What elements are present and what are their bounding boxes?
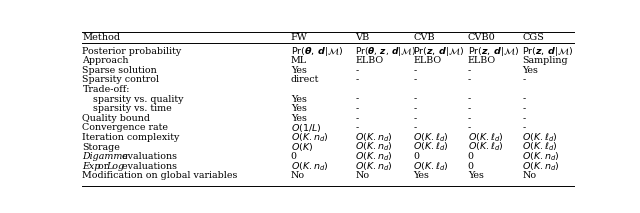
Text: $O(K.n_d)$: $O(K.n_d)$: [522, 150, 560, 163]
Text: 0: 0: [468, 162, 474, 171]
Text: Yes: Yes: [291, 66, 307, 75]
Text: $\mathrm{Pr}(\boldsymbol{\theta},\,\boldsymbol{z},\,\boldsymbol{d}|\mathcal{M})$: $\mathrm{Pr}(\boldsymbol{\theta},\,\bold…: [355, 45, 416, 58]
Text: $O(K.\ell_d)$: $O(K.\ell_d)$: [522, 131, 558, 144]
Text: -: -: [522, 75, 525, 84]
Text: $O(K.n_d)$: $O(K.n_d)$: [291, 131, 328, 144]
Text: Yes: Yes: [291, 95, 307, 104]
Text: -: -: [522, 114, 525, 123]
Text: Quality bound: Quality bound: [83, 114, 150, 123]
Text: $O(K.n_d)$: $O(K.n_d)$: [522, 160, 560, 173]
Text: CVB0: CVB0: [468, 33, 495, 42]
Text: $\mathrm{Pr}(\boldsymbol{\theta},\,\boldsymbol{d}|\mathcal{M})$: $\mathrm{Pr}(\boldsymbol{\theta},\,\bold…: [291, 45, 343, 58]
Text: Modification on global variables: Modification on global variables: [83, 171, 238, 180]
Text: $O(1/L)$: $O(1/L)$: [291, 122, 321, 134]
Text: No: No: [355, 171, 369, 180]
Text: -: -: [355, 95, 358, 104]
Text: -: -: [355, 114, 358, 123]
Text: $O(K.\ell_d)$: $O(K.\ell_d)$: [468, 141, 504, 153]
Text: -: -: [468, 123, 471, 132]
Text: Yes: Yes: [291, 104, 307, 113]
Text: CVB: CVB: [413, 33, 435, 42]
Text: ELBO: ELBO: [468, 56, 496, 65]
Text: -: -: [413, 66, 417, 75]
Text: evaluations: evaluations: [118, 152, 177, 161]
Text: Yes: Yes: [468, 171, 484, 180]
Text: Sampling: Sampling: [522, 56, 568, 65]
Text: -: -: [522, 123, 525, 132]
Text: Method: Method: [83, 33, 120, 42]
Text: $\mathrm{Pr}(\boldsymbol{z},\,\boldsymbol{d}|\mathcal{M})$: $\mathrm{Pr}(\boldsymbol{z},\,\boldsymbo…: [522, 45, 573, 58]
Text: evaluations: evaluations: [118, 162, 177, 171]
Text: -: -: [413, 123, 417, 132]
Text: -: -: [413, 104, 417, 113]
Text: $O(K.n_d)$: $O(K.n_d)$: [355, 150, 393, 163]
Text: Trade-off:: Trade-off:: [83, 85, 130, 94]
Text: $\mathrm{Pr}(\boldsymbol{z},\,\boldsymbol{d}|\mathcal{M})$: $\mathrm{Pr}(\boldsymbol{z},\,\boldsymbo…: [468, 45, 519, 58]
Text: ELBO: ELBO: [413, 56, 442, 65]
Text: -: -: [522, 95, 525, 104]
Text: or: or: [95, 162, 111, 171]
Text: $O(K.\ell_d)$: $O(K.\ell_d)$: [413, 160, 449, 173]
Text: -: -: [413, 95, 417, 104]
Text: -: -: [468, 104, 471, 113]
Text: VB: VB: [355, 33, 369, 42]
Text: Log: Log: [106, 162, 124, 171]
Text: No: No: [291, 171, 305, 180]
Text: $O(K.n_d)$: $O(K.n_d)$: [355, 141, 393, 153]
Text: Approach: Approach: [83, 56, 129, 65]
Text: sparsity vs. time: sparsity vs. time: [93, 104, 172, 113]
Text: No: No: [522, 171, 536, 180]
Text: $O(K)$: $O(K)$: [291, 141, 313, 153]
Text: -: -: [522, 104, 525, 113]
Text: Storage: Storage: [83, 143, 120, 152]
Text: -: -: [355, 123, 358, 132]
Text: 0: 0: [291, 152, 297, 161]
Text: -: -: [468, 114, 471, 123]
Text: $O(K.n_d)$: $O(K.n_d)$: [355, 131, 393, 144]
Text: -: -: [355, 104, 358, 113]
Text: ELBO: ELBO: [355, 56, 383, 65]
Text: $O(K.n_d)$: $O(K.n_d)$: [355, 160, 393, 173]
Text: -: -: [355, 66, 358, 75]
Text: -: -: [413, 75, 417, 84]
Text: Digamma: Digamma: [83, 152, 129, 161]
Text: 0: 0: [468, 152, 474, 161]
Text: CGS: CGS: [522, 33, 544, 42]
Text: -: -: [468, 66, 471, 75]
Text: Yes: Yes: [291, 114, 307, 123]
Text: -: -: [413, 114, 417, 123]
Text: sparsity vs. quality: sparsity vs. quality: [93, 95, 184, 104]
Text: -: -: [468, 75, 471, 84]
Text: Iteration complexity: Iteration complexity: [83, 133, 180, 142]
Text: -: -: [355, 75, 358, 84]
Text: $O(K.\ell_d)$: $O(K.\ell_d)$: [413, 131, 449, 144]
Text: 0: 0: [413, 152, 419, 161]
Text: Convergence rate: Convergence rate: [83, 123, 168, 132]
Text: direct: direct: [291, 75, 319, 84]
Text: FW: FW: [291, 33, 308, 42]
Text: $\mathrm{Pr}(\boldsymbol{z},\,\boldsymbol{d}|\mathcal{M})$: $\mathrm{Pr}(\boldsymbol{z},\,\boldsymbo…: [413, 45, 465, 58]
Text: $O(K.n_d)$: $O(K.n_d)$: [291, 160, 328, 173]
Text: Yes: Yes: [413, 171, 429, 180]
Text: Yes: Yes: [522, 66, 538, 75]
Text: Posterior probability: Posterior probability: [83, 47, 182, 56]
Text: ML: ML: [291, 56, 307, 65]
Text: -: -: [468, 95, 471, 104]
Text: Sparsity control: Sparsity control: [83, 75, 159, 84]
Text: $O(K.\ell_d)$: $O(K.\ell_d)$: [468, 131, 504, 144]
Text: Exp: Exp: [83, 162, 101, 171]
Text: $O(K.\ell_d)$: $O(K.\ell_d)$: [413, 141, 449, 153]
Text: Sparse solution: Sparse solution: [83, 66, 157, 75]
Text: $O(K.\ell_d)$: $O(K.\ell_d)$: [522, 141, 558, 153]
